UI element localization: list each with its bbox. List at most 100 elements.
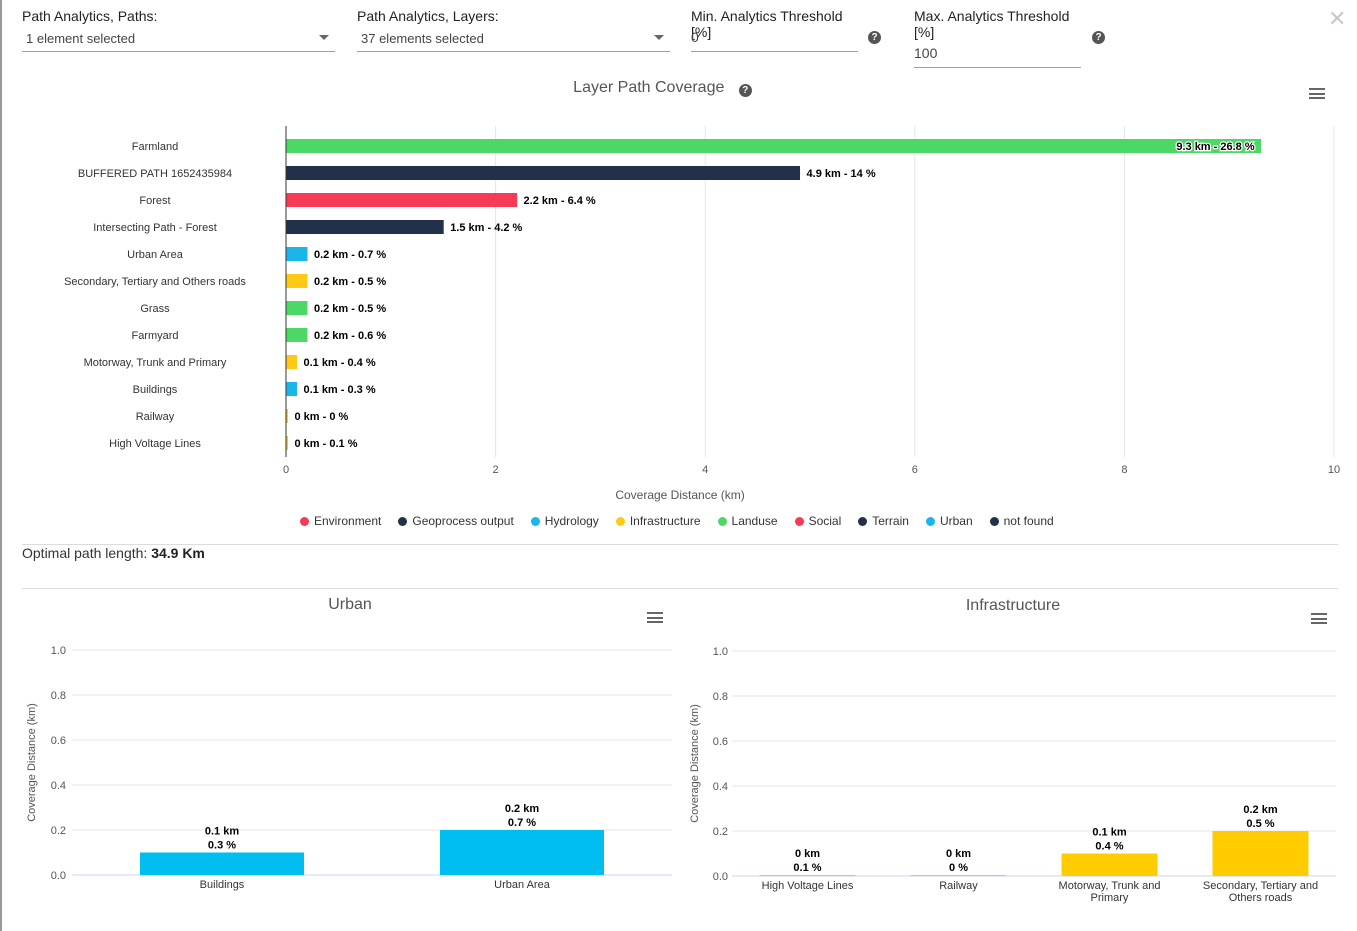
- data-label: 0.2 km: [505, 803, 539, 815]
- y-tick-label: 0.0: [713, 871, 728, 883]
- question-circle-icon[interactable]: ?: [868, 31, 881, 44]
- bar[interactable]: [286, 166, 801, 180]
- y-tick-label: 0.2: [713, 826, 728, 838]
- chevron-down-icon: [654, 35, 664, 40]
- data-label: 0.1 km - 0.4 %: [303, 357, 375, 369]
- bar[interactable]: [759, 875, 856, 876]
- min-threshold-label: Min. Analytics Threshold [%]: [691, 8, 843, 40]
- legend-dot-icon: [615, 516, 625, 526]
- y-tick-label: 0.4: [713, 781, 728, 793]
- max-threshold-label-line1: Max. Analytics Threshold: [914, 8, 1070, 24]
- bar[interactable]: [286, 328, 308, 342]
- question-circle-icon[interactable]: ?: [738, 84, 752, 97]
- data-label: 9.3 km - 26.8 %: [1176, 141, 1254, 153]
- paths-filter: Path Analytics, Paths: 1 element selecte…: [22, 8, 335, 54]
- bar[interactable]: [286, 220, 444, 234]
- bar[interactable]: [286, 139, 1262, 153]
- legend-item[interactable]: Hydrology: [530, 514, 599, 528]
- y-axis-title: Coverage Distance (km): [26, 703, 38, 822]
- data-label: 0.1 %: [793, 862, 821, 874]
- max-threshold-filter: Max. Analytics Threshold [%] 100: [914, 8, 1084, 70]
- legend-item[interactable]: Geoprocess output: [398, 514, 514, 528]
- data-label: 0.2 km - 0.5 %: [314, 303, 386, 315]
- x-tick-label: 4: [702, 464, 708, 476]
- bar[interactable]: [440, 830, 604, 875]
- data-label: 0.4 %: [1095, 841, 1123, 853]
- category-label: Railway: [939, 880, 978, 892]
- layers-select-value: 37 elements selected: [361, 31, 484, 46]
- layers-select[interactable]: 37 elements selected: [357, 30, 670, 52]
- bar[interactable]: [286, 247, 308, 261]
- bar[interactable]: [286, 409, 289, 423]
- data-label: 4.9 km - 14 %: [807, 168, 876, 180]
- bar[interactable]: [1212, 831, 1309, 876]
- category-label: Secondary, Tertiary and Others roads: [64, 276, 246, 288]
- legend-dot-icon: [858, 516, 868, 526]
- urban-chart: 0.0 0.2 0.4 0.6 0.8 1.0 Coverage Distance (km)…: [26, 645, 672, 891]
- data-label: 0.2 km - 0.6 %: [314, 330, 386, 342]
- legend-item[interactable]: Environment: [300, 514, 381, 528]
- legend-item[interactable]: Urban: [925, 514, 973, 528]
- category-label: Grass: [140, 303, 170, 315]
- legend-item[interactable]: Terrain: [858, 514, 909, 528]
- question-circle-icon[interactable]: ?: [1092, 31, 1105, 44]
- legend-item[interactable]: Infrastructure: [615, 514, 701, 528]
- paths-select-value: 1 element selected: [26, 31, 136, 46]
- category-label: High Voltage Lines: [762, 880, 854, 892]
- data-label: 0 km: [946, 848, 971, 860]
- legend-dot-icon: [300, 516, 309, 526]
- hamburger-menu-icon[interactable]: [1309, 88, 1325, 99]
- category-label: High Voltage Lines: [109, 438, 201, 450]
- data-label: 2.2 km - 6.4 %: [524, 195, 596, 207]
- category-label: Primary: [1091, 892, 1129, 904]
- min-threshold-input[interactable]: 0: [691, 30, 858, 52]
- y-tick-label: 0.8: [713, 691, 728, 703]
- legend-label: Social: [808, 514, 842, 528]
- paths-select[interactable]: 1 element selected: [22, 30, 335, 52]
- main-chart-x-axis-title: Coverage Distance (km): [615, 488, 744, 502]
- data-label: 0.3 %: [208, 840, 236, 852]
- x-tick-label: 8: [1121, 464, 1127, 476]
- divider: [22, 544, 1338, 545]
- bar[interactable]: [286, 355, 297, 369]
- y-axis-title: Coverage Distance (km): [689, 704, 701, 823]
- category-label: BUFFERED PATH 1652435984: [78, 168, 232, 180]
- legend-item[interactable]: not found: [989, 514, 1054, 528]
- min-threshold-filter: Min. Analytics Threshold [%] 0: [691, 8, 861, 54]
- max-threshold-input[interactable]: 100: [914, 46, 1081, 68]
- legend-label: Urban: [939, 514, 973, 528]
- close-icon[interactable]: ✕: [1328, 6, 1347, 31]
- category-label: Farmyard: [131, 330, 178, 342]
- max-threshold-value: 100: [914, 45, 938, 61]
- legend-label: Environment: [314, 514, 382, 528]
- y-tick-label: 0.8: [51, 690, 66, 702]
- legend-item[interactable]: Social: [794, 514, 842, 528]
- legend-label: Hydrology: [544, 514, 599, 528]
- legend-item[interactable]: Landuse: [717, 514, 778, 528]
- bar[interactable]: [286, 436, 289, 450]
- bar[interactable]: [140, 852, 304, 876]
- infrastructure-chart-title: Infrastructure: [965, 597, 1061, 614]
- bar[interactable]: [286, 382, 297, 396]
- data-label: 0.1 km - 0.3 %: [303, 384, 375, 396]
- legend-label: not found: [1003, 514, 1054, 528]
- hamburger-menu-icon[interactable]: [1311, 613, 1327, 624]
- bar[interactable]: [286, 193, 518, 207]
- main-chart-title-text: Layer Path Coverage: [573, 79, 725, 96]
- bar[interactable]: [910, 875, 1007, 876]
- bar[interactable]: [286, 274, 308, 288]
- window-edge: [0, 0, 2, 931]
- bar[interactable]: [286, 301, 308, 315]
- layers-filter: Path Analytics, Layers: 37 elements sele…: [357, 8, 670, 54]
- paths-filter-label: Path Analytics, Paths:: [22, 8, 158, 24]
- chevron-down-icon: [319, 35, 329, 40]
- category-label: Motorway, Trunk and Primary: [84, 357, 227, 369]
- category-label: Buildings: [200, 879, 245, 891]
- hamburger-menu-icon[interactable]: [647, 612, 663, 623]
- data-label: 0.1 km: [1092, 827, 1126, 839]
- category-label: Railway: [136, 411, 175, 423]
- optimal-path-length-label: Optimal path length:: [22, 545, 148, 561]
- x-tick-label: 10: [1328, 464, 1340, 476]
- bar[interactable]: [1061, 853, 1158, 877]
- legend-label: Geoprocess output: [412, 514, 514, 528]
